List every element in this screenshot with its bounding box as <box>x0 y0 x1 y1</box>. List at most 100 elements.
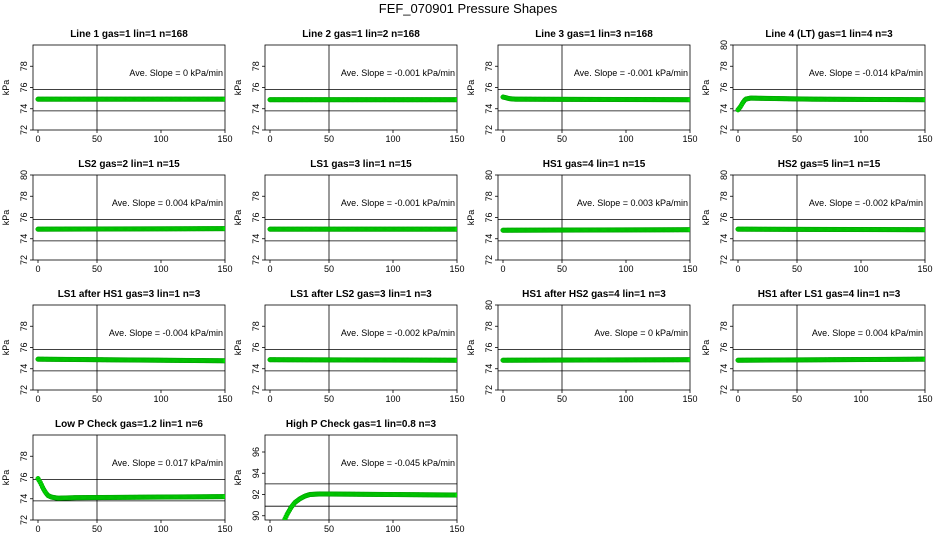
y-tick-label: 76 <box>251 342 261 352</box>
plot-frame <box>264 44 458 131</box>
data-series <box>267 97 457 103</box>
x-tick-label: 0 <box>267 524 272 534</box>
y-axis-label: kPa <box>701 340 711 356</box>
data-series <box>735 356 925 363</box>
x-tick-label: 0 <box>35 394 40 404</box>
x-tick-label: 0 <box>35 264 40 274</box>
x-tick-label: 100 <box>618 264 633 274</box>
y-axis-label: kPa <box>1 470 11 486</box>
x-tick-label: 150 <box>449 394 464 404</box>
x-tick-label: 0 <box>500 264 505 274</box>
x-tick-label: 100 <box>853 264 868 274</box>
y-tick-label: 76 <box>719 342 729 352</box>
x-tick-label: 50 <box>324 394 334 404</box>
y-tick-label: 74 <box>19 234 29 244</box>
y-tick-label: 78 <box>19 321 29 331</box>
x-tick-label: 0 <box>267 264 272 274</box>
slope-annotation: Ave. Slope = 0.004 kPa/min <box>112 198 223 208</box>
data-series <box>735 226 925 233</box>
x-tick-label: 150 <box>217 394 232 404</box>
y-tick-label: 74 <box>719 364 729 374</box>
x-tick-label: 100 <box>618 394 633 404</box>
data-series <box>267 357 457 363</box>
y-tick-label: 72 <box>251 385 261 395</box>
slope-annotation: Ave. Slope = -0.001 kPa/min <box>574 68 688 78</box>
y-tick-label: 72 <box>19 385 29 395</box>
y-tick-label: 76 <box>484 342 494 352</box>
y-tick-label: 74 <box>719 104 729 114</box>
y-tick-label: 80 <box>719 40 729 50</box>
x-tick-label: 150 <box>217 524 232 534</box>
x-tick-label: 50 <box>92 134 102 144</box>
x-tick-label: 0 <box>500 134 505 144</box>
chart-panel-5: LS2 gas=2 lin=1 n=15 0 50 100 150 72 74 76 78 80 k… <box>1 159 233 274</box>
x-tick-label: 50 <box>792 134 802 144</box>
y-tick-label: 74 <box>19 104 29 114</box>
chart-title: Line 2 gas=1 lin=2 n=168 <box>302 29 420 40</box>
x-tick-label: 50 <box>324 524 334 534</box>
x-tick-label: 100 <box>385 394 400 404</box>
chart-title: High P Check gas=1 lin=0.8 n=3 <box>286 419 437 430</box>
y-tick-label: 72 <box>484 255 494 265</box>
plot-frame <box>497 174 691 261</box>
x-tick-label: 150 <box>682 264 697 274</box>
x-tick-label: 150 <box>682 134 697 144</box>
y-tick-label: 80 <box>484 300 494 310</box>
y-tick-label: 74 <box>719 234 729 244</box>
plot-frame <box>32 174 226 261</box>
data-point <box>686 227 690 233</box>
y-tick-label: 78 <box>251 191 261 201</box>
y-tick-label: 72 <box>251 255 261 265</box>
slope-annotation: Ave. Slope = -0.045 kPa/min <box>341 458 455 468</box>
y-axis-label: kPa <box>701 80 711 96</box>
y-tick-label: 76 <box>484 82 494 92</box>
x-tick-label: 150 <box>449 524 464 534</box>
plot-frame <box>264 174 458 261</box>
y-tick-label: 74 <box>251 234 261 244</box>
chart-panel-6: LS1 gas=3 lin=1 n=15 0 50 100 150 72 74 76 78 kPa… <box>233 159 465 274</box>
slope-annotation: Ave. Slope = 0.017 kPa/min <box>112 458 223 468</box>
slope-annotation: Ave. Slope = 0 kPa/min <box>129 68 223 78</box>
y-tick-label: 78 <box>484 321 494 331</box>
x-tick-label: 150 <box>217 134 232 144</box>
data-series <box>35 476 225 501</box>
y-axis-label: kPa <box>1 210 11 226</box>
data-series <box>500 94 690 103</box>
chart-title: LS2 gas=2 lin=1 n=15 <box>78 159 180 170</box>
data-point <box>686 357 690 363</box>
plot-frame <box>732 44 926 131</box>
data-point <box>221 226 225 232</box>
y-tick-label: 78 <box>484 191 494 201</box>
y-axis-label: kPa <box>233 470 243 486</box>
chart-title: Line 4 (LT) gas=1 lin=4 n=3 <box>765 29 893 40</box>
y-tick-label: 76 <box>19 212 29 222</box>
y-tick-label: 74 <box>251 364 261 374</box>
figure-title: FEF_070901 Pressure Shapes <box>379 1 558 16</box>
slope-annotation: Ave. Slope = 0.004 kPa/min <box>812 328 923 338</box>
data-series <box>735 95 925 113</box>
chart-title: HS1 after LS1 gas=4 lin=1 n=3 <box>758 289 901 300</box>
y-tick-label: 80 <box>719 170 729 180</box>
y-tick-label: 80 <box>484 170 494 180</box>
x-tick-label: 100 <box>153 264 168 274</box>
y-tick-label: 74 <box>251 104 261 114</box>
y-tick-label: 76 <box>719 82 729 92</box>
y-axis-label: kPa <box>466 340 476 356</box>
y-tick-label: 80 <box>19 170 29 180</box>
y-tick-label: 78 <box>719 61 729 71</box>
y-tick-label: 78 <box>19 451 29 461</box>
x-tick-label: 50 <box>557 264 567 274</box>
data-series <box>35 96 225 102</box>
chart-title: HS2 gas=5 lin=1 n=15 <box>778 159 881 170</box>
data-point <box>221 96 225 102</box>
x-tick-label: 100 <box>153 134 168 144</box>
x-tick-label: 150 <box>917 394 932 404</box>
slope-annotation: Ave. Slope = -0.001 kPa/min <box>341 198 455 208</box>
slope-annotation: Ave. Slope = 0.003 kPa/min <box>577 198 688 208</box>
x-tick-label: 100 <box>385 264 400 274</box>
y-tick-label: 76 <box>19 82 29 92</box>
y-tick-label: 92 <box>251 489 261 499</box>
slope-annotation: Ave. Slope = -0.001 kPa/min <box>341 68 455 78</box>
chart-panel-7: HS1 gas=4 lin=1 n=15 0 50 100 150 72 74 76 78 80 k… <box>466 159 698 274</box>
y-axis-label: kPa <box>466 210 476 226</box>
